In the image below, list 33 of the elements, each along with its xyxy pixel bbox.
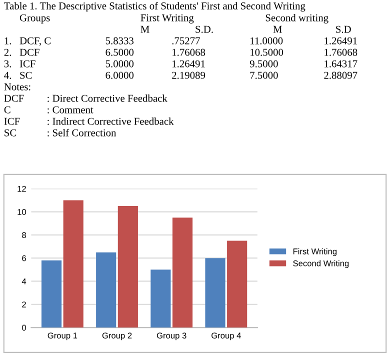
legend-label: Second Writing [293,260,349,268]
text: SC : Self Correction [4,128,116,136]
x-tick-label: Group 2 [102,332,132,340]
y-tick-label: 2 [22,302,26,308]
bar [118,206,138,328]
text: M S.D. M S.D [140,26,351,33]
bar [172,218,193,328]
chart-title: Table 1. The Descriptive Statistics of Students' First and Second Writing [4,2,306,12]
text: 1. DCF, C 5.8333 .75277 11.0000 1.26491 [4,37,357,46]
legend-label: First Writing [293,248,337,256]
text: Groups First Writing Second writing [20,14,328,24]
x-tick-label: Group 1 [48,332,78,340]
bar [205,258,226,328]
x-tick-label: Group 3 [156,332,186,340]
bar [96,252,116,328]
y-tick-label: 0 [22,324,26,331]
y-tick-label: 4 [22,278,26,284]
text: 3. ICF 5.0000 1.26491 9.5000 1.64317 [4,60,358,68]
y-tick-label: 10 [18,209,26,215]
text: Notes: [4,83,30,90]
bar [227,240,248,328]
y-tick-label: 8 [22,232,26,238]
x-tick-label: Group 4 [212,332,241,340]
bar [63,200,84,328]
text: DCF : Direct Corrective Feedback [4,94,168,102]
bar [150,270,171,328]
bar [41,260,62,328]
text: 2. DCF 6.5000 1.76068 10.5000 1.76068 [4,48,358,56]
text: C : Comment [4,106,94,114]
y-tick-label: 12 [18,186,26,192]
text: ICF : Indirect Corrective Feedback [4,118,174,125]
y-tick-label: 6 [22,255,26,262]
text: 4. SC 6.0000 2.19089 7.5000 2.88097 [4,72,358,79]
